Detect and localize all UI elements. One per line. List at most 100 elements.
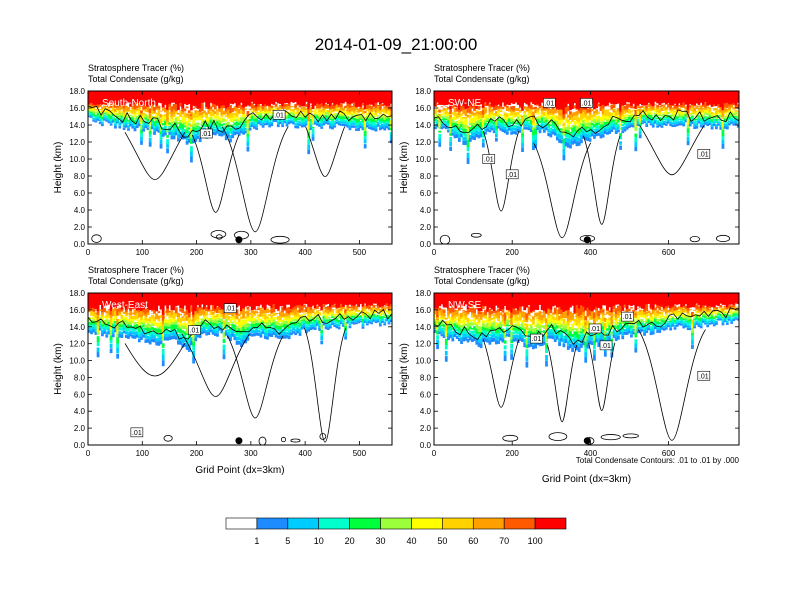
svg-text:.01: .01 xyxy=(582,100,592,107)
y-tick-label: 0.0 xyxy=(420,240,432,249)
contour-label: .01 xyxy=(200,128,213,139)
svg-text:.01: .01 xyxy=(544,100,554,107)
plot-frame xyxy=(433,292,740,446)
y-tick-label: 6.0 xyxy=(420,390,432,399)
colorbar-tick-label: 5 xyxy=(285,536,290,546)
svg-text:.01: .01 xyxy=(274,112,284,119)
x-axis-label: Grid Point (dx=3km) xyxy=(195,465,284,476)
y-tick-label: 2.0 xyxy=(420,424,432,433)
y-tick-label: 16.0 xyxy=(415,104,431,113)
panel-title-line1: Stratosphere Tracer (%) xyxy=(434,265,530,275)
panel-label: SW-NE xyxy=(448,98,481,109)
x-tick-label: 100 xyxy=(136,449,150,458)
colorbar-tick-label: 20 xyxy=(345,536,355,546)
colorbar-tick-label: 1 xyxy=(254,536,259,546)
panel-title-line1: Stratosphere Tracer (%) xyxy=(88,63,184,73)
colorbar-swatch xyxy=(534,517,567,530)
panel-label: South-North xyxy=(102,98,156,109)
x-tick-label: 500 xyxy=(353,449,367,458)
x-tick-label: 400 xyxy=(298,449,312,458)
location-marker xyxy=(583,437,591,445)
x-tick-label: 300 xyxy=(244,248,258,257)
panel-west-east: Stratosphere Tracer (%)Total Condensate … xyxy=(53,265,393,476)
y-axis-label: Height (km) xyxy=(53,343,64,395)
panel-title-line2: Total Condensate (g/kg) xyxy=(434,276,530,286)
y-tick-label: 8.0 xyxy=(74,172,86,181)
colorbar-swatch xyxy=(472,517,505,530)
y-tick-label: 8.0 xyxy=(420,172,432,181)
y-tick-label: 16.0 xyxy=(69,104,85,113)
svg-text:.01: .01 xyxy=(190,328,200,335)
colorbar-tick-label: 70 xyxy=(499,536,509,546)
condensate-contours xyxy=(88,308,392,445)
contour-label: .01 xyxy=(621,311,634,322)
panel-label: NW-SE xyxy=(448,300,481,311)
x-tick-label: 400 xyxy=(584,248,598,257)
colorbar-tick-label: 30 xyxy=(376,536,386,546)
location-marker xyxy=(583,236,591,244)
svg-text:.01: .01 xyxy=(484,157,494,164)
contour-label: .01 xyxy=(223,303,237,314)
x-tick-label: 600 xyxy=(662,449,676,458)
page-title: 2014-01-09_21:00:00 xyxy=(315,35,478,54)
svg-text:.01: .01 xyxy=(225,306,235,313)
colorbar-swatch xyxy=(256,517,289,530)
x-tick-label: 0 xyxy=(86,248,91,257)
contour-label: .01 xyxy=(543,98,556,108)
contour-label: .01 xyxy=(697,149,711,159)
y-axis-label: Height (km) xyxy=(53,142,64,194)
x-tick-label: 0 xyxy=(86,449,91,458)
location-marker xyxy=(235,236,243,244)
svg-text:.01: .01 xyxy=(132,430,142,437)
plot-frame xyxy=(87,90,393,245)
panel-nw-se: Stratosphere Tracer (%)Total Condensate … xyxy=(399,265,740,485)
x-tick-label: 0 xyxy=(432,449,437,458)
location-marker xyxy=(235,437,243,445)
panel-label: West-East xyxy=(102,300,148,311)
x-tick-label: 600 xyxy=(662,248,676,257)
panel-title-line2: Total Condensate (g/kg) xyxy=(434,74,530,84)
y-tick-label: 10.0 xyxy=(69,357,85,366)
y-tick-label: 4.0 xyxy=(420,206,432,215)
colorbar-tick-label: 50 xyxy=(437,536,447,546)
y-axis-label: Height (km) xyxy=(399,142,410,194)
panel-title-line2: Total Condensate (g/kg) xyxy=(88,74,184,84)
x-tick-label: 100 xyxy=(136,248,150,257)
y-tick-label: 6.0 xyxy=(74,189,86,198)
y-tick-label: 14.0 xyxy=(69,323,85,332)
y-tick-label: 18.0 xyxy=(69,87,85,96)
y-tick-label: 12.0 xyxy=(415,340,431,349)
svg-text:.01: .01 xyxy=(507,172,517,179)
x-tick-label: 200 xyxy=(506,248,520,257)
y-tick-label: 4.0 xyxy=(74,206,86,215)
colorbar: 1 5 10 20 30 40 50 60 70 100 xyxy=(225,517,567,546)
panel-title-line1: Stratosphere Tracer (%) xyxy=(88,265,184,275)
colorbar-swatch xyxy=(411,517,443,530)
panel-title-line2: Total Condensate (g/kg) xyxy=(88,276,184,286)
x-tick-label: 400 xyxy=(584,449,598,458)
contour-label: .01 xyxy=(130,427,144,438)
y-axis-label: Height (km) xyxy=(399,343,410,395)
y-tick-label: 16.0 xyxy=(415,306,431,315)
y-tick-label: 16.0 xyxy=(69,306,85,315)
y-tick-label: 10.0 xyxy=(415,357,431,366)
y-tick-label: 8.0 xyxy=(74,373,86,382)
y-tick-label: 18.0 xyxy=(415,87,431,96)
contour-footnote: Total Condensate Contours: .01 to .01 by… xyxy=(576,456,740,465)
panel-sw-ne: Stratosphere Tracer (%)Total Condensate … xyxy=(399,63,740,257)
plot-frame xyxy=(87,292,393,446)
y-tick-label: 12.0 xyxy=(69,340,85,349)
contour-label: .01 xyxy=(272,110,286,120)
y-tick-label: 4.0 xyxy=(420,407,432,416)
condensate-contours xyxy=(88,105,392,244)
y-tick-label: 2.0 xyxy=(420,223,432,232)
y-tick-label: 0.0 xyxy=(74,240,86,249)
y-tick-label: 12.0 xyxy=(415,138,431,147)
plot-frame xyxy=(433,90,740,245)
contour-label: .01 xyxy=(482,154,496,164)
y-tick-label: 14.0 xyxy=(415,323,431,332)
x-tick-label: 0 xyxy=(432,248,437,257)
colorbar-tick-label: 40 xyxy=(406,536,416,546)
x-tick-label: 200 xyxy=(190,248,204,257)
colorbar-swatch xyxy=(349,517,381,530)
